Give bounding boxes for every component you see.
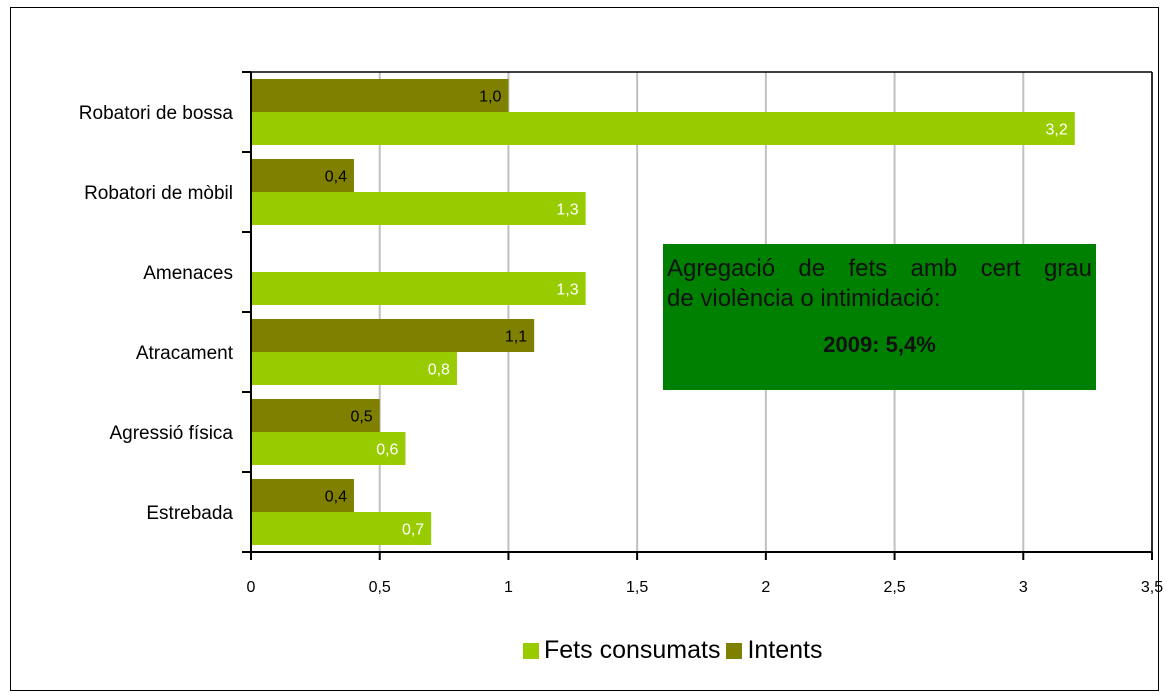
category-label: Estrebada xyxy=(146,503,233,524)
annotation-box: Agregació de fets amb cert grau de violè… xyxy=(663,244,1096,390)
bar-fets-consumats xyxy=(251,272,586,305)
bar-fets-consumats xyxy=(251,432,406,465)
chart-legend: Fets consumats Intents xyxy=(523,636,829,665)
data-label-intents: 1,0 xyxy=(479,89,501,106)
legend-swatch-intents xyxy=(726,642,743,659)
bar-fets-consumats xyxy=(251,192,586,225)
bar-intents xyxy=(251,399,380,432)
bar-intents xyxy=(251,159,354,192)
data-label-fets-consumats: 0,8 xyxy=(428,362,450,379)
annotation-line-2: de violència o intimidació: xyxy=(667,285,941,312)
category-label: Atracament xyxy=(136,343,234,364)
data-label-fets-consumats: 1,3 xyxy=(556,202,578,219)
legend-item-fets-consumats: Fets consumats xyxy=(523,636,720,665)
legend-label-intents: Intents xyxy=(747,636,823,664)
x-tick-label: 2 xyxy=(761,579,770,596)
x-tick-label: 3 xyxy=(1019,579,1028,596)
data-label-fets-consumats: 1,3 xyxy=(556,282,578,299)
bar-fets-consumats xyxy=(251,352,457,385)
x-tick-label: 0 xyxy=(247,579,256,596)
annotation-value: 2009: 5,4% xyxy=(823,332,936,357)
x-tick-label: 2,5 xyxy=(883,579,905,596)
data-label-intents: 1,1 xyxy=(505,329,527,346)
bar-fets-consumats xyxy=(251,112,1075,145)
data-label-fets-consumats: 0,6 xyxy=(376,442,398,459)
x-tick-label: 0,5 xyxy=(369,579,391,596)
annotation-line-1: Agregació de fets amb cert grau xyxy=(667,255,1092,282)
legend-item-intents: Intents xyxy=(726,636,823,665)
x-tick-label: 1,5 xyxy=(626,579,648,596)
data-label-intents: 0,4 xyxy=(325,489,347,506)
bar-intents xyxy=(251,479,354,512)
category-label: Amenaces xyxy=(143,263,233,284)
legend-swatch-fets-consumats xyxy=(523,642,539,659)
category-label: Robatori de mòbil xyxy=(84,183,233,204)
data-label-fets-consumats: 3,2 xyxy=(1046,122,1068,139)
legend-label-fets-consumats: Fets consumats xyxy=(544,636,721,664)
bar-fets-consumats xyxy=(251,512,432,545)
data-label-intents: 0,4 xyxy=(325,169,347,186)
category-label: Robatori de bossa xyxy=(79,103,234,124)
category-label: Agressió física xyxy=(109,423,233,444)
x-tick-label: 3,5 xyxy=(1141,579,1163,596)
x-tick-label: 1 xyxy=(504,579,513,596)
bar-intents xyxy=(251,79,509,112)
bar-intents xyxy=(251,319,535,352)
data-label-intents: 0,5 xyxy=(350,409,372,426)
data-label-fets-consumats: 0,7 xyxy=(402,522,424,539)
